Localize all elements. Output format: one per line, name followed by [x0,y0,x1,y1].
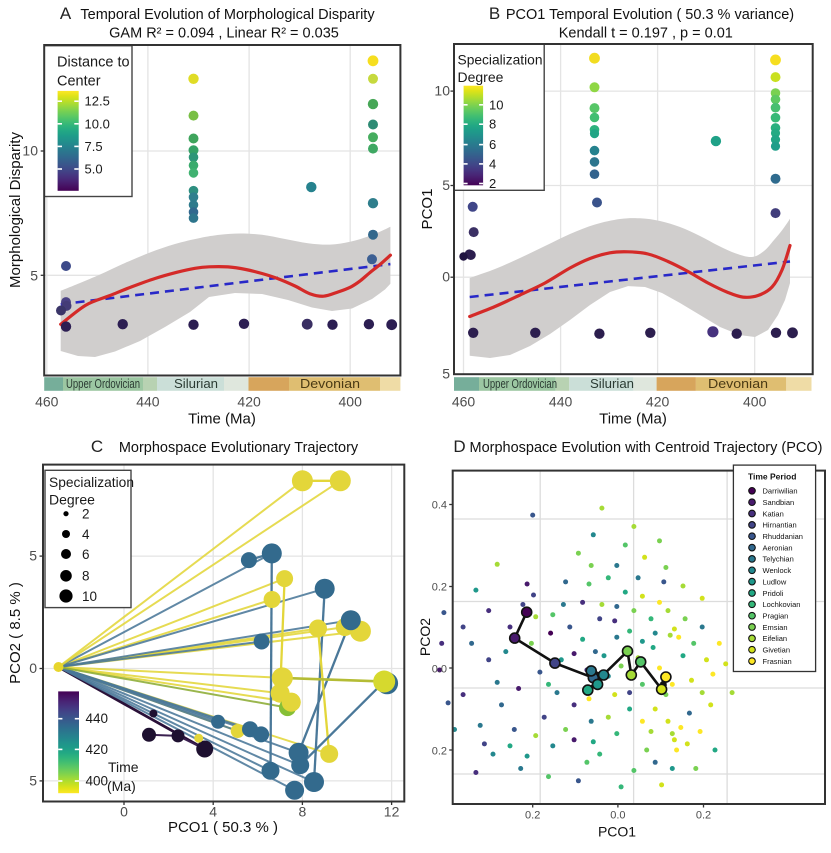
svg-text:10: 10 [22,143,38,159]
svg-text:Darriwilian: Darriwilian [763,487,798,496]
svg-text:PCO1: PCO1 [598,824,636,840]
svg-text:10: 10 [489,97,503,112]
svg-text:8: 8 [299,804,307,820]
svg-text:8: 8 [82,569,90,584]
svg-text:Pragian: Pragian [763,612,789,621]
svg-text:0.4: 0.4 [432,500,447,512]
svg-text:Time (Ma): Time (Ma) [599,411,667,428]
svg-text:Time Period: Time Period [748,472,797,482]
svg-text:Pridoli: Pridoli [763,589,784,598]
svg-text:420: 420 [86,742,109,757]
svg-text:Center: Center [57,74,101,90]
svg-text:12: 12 [384,804,400,820]
svg-text:Kendall t = 0.197 , p = 0.01: Kendall t = 0.197 , p = 0.01 [559,26,733,42]
svg-text:460: 460 [452,394,476,410]
svg-text:440: 440 [86,711,109,726]
svg-text:0: 0 [29,660,37,676]
svg-text:5: 5 [29,772,37,788]
svg-text:Devonian: Devonian [300,377,360,391]
svg-text:5.0: 5.0 [85,162,103,177]
svg-text:0: 0 [442,269,450,285]
svg-text:Eifelian: Eifelian [763,634,788,643]
svg-text:PCO1 Temporal Evolution ( 50.3: PCO1 Temporal Evolution ( 50.3 % varianc… [506,7,794,23]
svg-text:Degree: Degree [49,492,95,508]
svg-text:400: 400 [339,394,363,410]
svg-text:0.2: 0.2 [432,582,447,594]
svg-text:0.2: 0.2 [432,746,447,758]
svg-text:2: 2 [82,507,90,522]
svg-text:4: 4 [82,527,90,542]
svg-text:PCO2 ( 8.5 % ): PCO2 ( 8.5 % ) [7,582,24,684]
svg-text:420: 420 [237,394,261,410]
svg-text:PCO1 ( 50.3 % ): PCO1 ( 50.3 % ) [168,819,278,836]
svg-text:10: 10 [434,83,450,99]
svg-text:4: 4 [209,804,217,820]
svg-text:4: 4 [489,156,496,171]
svg-text:PCO2: PCO2 [417,618,433,656]
svg-text:Specialization: Specialization [458,52,543,68]
svg-text:440: 440 [136,394,160,410]
svg-text:Ludlow: Ludlow [763,577,787,586]
svg-text:6: 6 [489,137,496,152]
svg-text:Morphospace Evolutionary Traje: Morphospace Evolutionary Trajectory [119,440,359,456]
svg-text:Morphological Disparity: Morphological Disparity [7,132,24,288]
svg-text:2: 2 [489,176,496,191]
svg-text:420: 420 [646,394,670,410]
svg-text:PCO1: PCO1 [419,189,436,230]
svg-text:10: 10 [82,589,97,604]
svg-text:Temporal Evolution of Morpholo: Temporal Evolution of Morphological Disp… [80,7,375,23]
svg-text:Frasnian: Frasnian [763,657,792,666]
svg-text:7.5: 7.5 [85,139,103,154]
svg-text:C: C [91,437,103,456]
svg-text:GAM R² = 0.094 , Linear R² = 0: GAM R² = 0.094 , Linear R² = 0.035 [109,26,339,42]
svg-text:0.2: 0.2 [525,810,540,822]
svg-text:0.2: 0.2 [696,810,711,822]
svg-text:Wenlock: Wenlock [763,566,792,575]
svg-text:Time (Ma): Time (Ma) [188,411,256,428]
svg-text:5: 5 [29,548,37,564]
svg-text:Givetian: Givetian [763,646,791,655]
svg-text:5: 5 [30,267,38,283]
svg-text:6: 6 [82,547,90,562]
svg-text:Katian: Katian [763,509,784,518]
svg-text:Upper Ordovician: Upper Ordovician [66,377,140,391]
svg-text:D: D [453,437,465,456]
svg-text:(Ma): (Ma) [107,778,136,794]
svg-text:Sandbian: Sandbian [763,498,795,507]
svg-text:Devonian: Devonian [708,377,768,391]
svg-text:Silurian: Silurian [174,377,218,391]
svg-text:Degree: Degree [458,69,504,85]
svg-text:Aeronian: Aeronian [763,543,793,552]
svg-text:460: 460 [35,394,59,410]
svg-text:0.0: 0.0 [432,664,447,676]
svg-text:Silurian: Silurian [590,377,634,391]
svg-text:Specialization: Specialization [49,474,134,490]
svg-text:Morphospace Evolution with Cen: Morphospace Evolution with Centroid Traj… [470,440,823,456]
svg-text:B: B [489,4,500,23]
svg-text:8: 8 [489,117,496,132]
svg-text:Lochkovian: Lochkovian [763,600,801,609]
svg-text:Rhuddanian: Rhuddanian [763,532,803,541]
svg-text:5: 5 [442,177,450,193]
svg-text:440: 440 [549,394,573,410]
svg-text:12.5: 12.5 [85,94,110,109]
svg-text:0.0: 0.0 [610,810,625,822]
svg-text:A: A [60,4,72,23]
svg-text:Distance to: Distance to [57,55,130,71]
svg-text:400: 400 [743,394,767,410]
svg-text:10.0: 10.0 [85,116,110,131]
svg-text:0: 0 [120,804,128,820]
svg-text:Emsian: Emsian [763,623,788,632]
svg-text:Telychian: Telychian [763,555,794,564]
svg-text:Hirnantian: Hirnantian [763,521,797,530]
svg-text:400: 400 [86,774,109,789]
svg-text:Upper Ordovician: Upper Ordovician [483,377,557,391]
svg-text:Time: Time [108,759,139,775]
svg-text:5: 5 [442,366,450,382]
